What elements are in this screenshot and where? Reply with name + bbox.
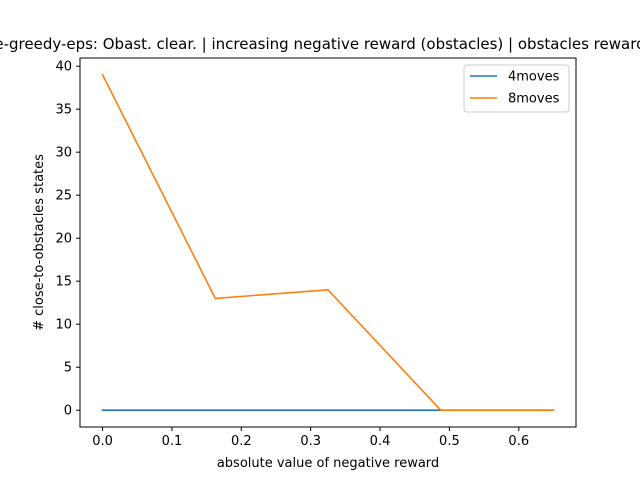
y-tick-label: 20 <box>55 232 72 247</box>
y-tick-label: 30 <box>55 146 72 161</box>
y-axis: 0 5 10 15 20 25 30 35 40 <box>55 60 80 419</box>
y-tick-label: 5 <box>64 361 72 376</box>
x-tick-label: 0.6 <box>508 434 529 449</box>
y-tick-label: 0 <box>64 404 72 419</box>
legend: 4moves 8moves <box>463 64 570 113</box>
legend-items: 4moves 8moves <box>470 70 560 107</box>
x-tick-label: 0.2 <box>231 434 252 449</box>
y-tick-label: 40 <box>55 60 72 75</box>
y-tick-label: 10 <box>55 318 72 333</box>
plot-area <box>79 57 577 428</box>
x-axis-title: absolute value of negative reward <box>217 456 439 471</box>
x-tick-label: 0.0 <box>92 434 113 449</box>
x-tick-label: 0.1 <box>162 434 183 449</box>
x-tick-label: 0.4 <box>370 434 391 449</box>
x-axis: 0.0 0.1 0.2 0.3 0.4 0.5 0.6 <box>92 427 529 449</box>
x-tick-label: 0.5 <box>439 434 460 449</box>
y-tick-label: 15 <box>55 275 72 290</box>
y-axis-title: # close-to-obstacles states <box>32 154 47 331</box>
y-tick-label: 35 <box>55 103 72 118</box>
chart-title: e-greedy-eps: Obast. clear. | increasing… <box>0 35 640 53</box>
series-line-8moves <box>101 73 555 412</box>
legend-label: 4moves <box>508 70 560 85</box>
series-layer <box>101 73 555 412</box>
x-tick-label: 0.3 <box>300 434 321 449</box>
axes-frame <box>79 57 577 428</box>
legend-label: 8moves <box>508 92 560 107</box>
y-tick-label: 25 <box>55 189 72 204</box>
